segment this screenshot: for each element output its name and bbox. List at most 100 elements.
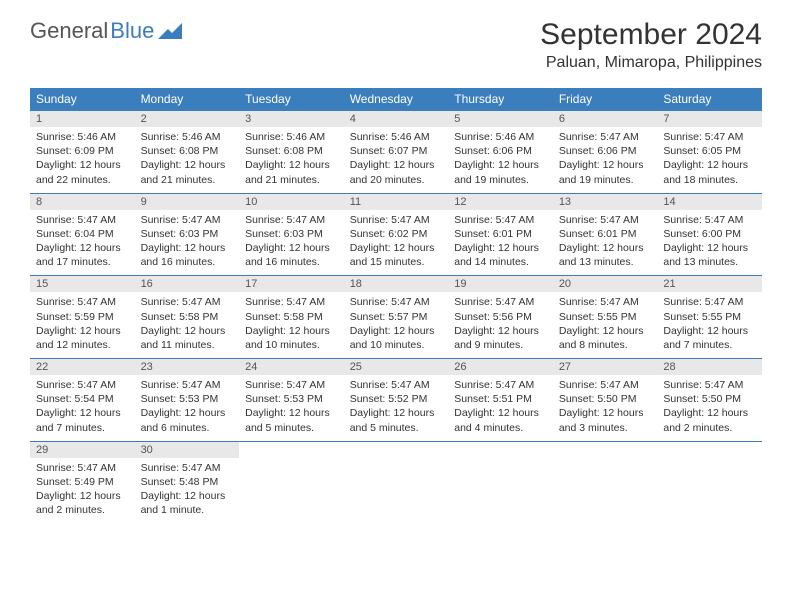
day-info: Sunrise: 5:47 AMSunset: 5:50 PMDaylight:… xyxy=(657,375,762,441)
sunrise-text: Sunrise: 5:47 AM xyxy=(36,461,129,475)
daylight-text-2: and 15 minutes. xyxy=(350,255,443,269)
weekday-header: Saturday xyxy=(657,88,762,111)
calendar-week-row: 8 Sunrise: 5:47 AM Sunset: 6:04 PM Daylight… xyxy=(30,193,762,276)
daylight-text-1: Daylight: 12 hours xyxy=(36,324,129,338)
daylight-text-1: Daylight: 12 hours xyxy=(36,489,129,503)
calendar-day-cell xyxy=(448,441,553,523)
calendar-week-row: 15Sunrise: 5:47 AMSunset: 5:59 PMDayligh… xyxy=(30,276,762,359)
day-number: 2 xyxy=(135,111,240,127)
sunset-text: Sunset: 6:08 PM xyxy=(245,144,338,158)
day-number: 17 xyxy=(239,276,344,292)
sunset-text: Sunset: 6:02 PM xyxy=(350,227,443,241)
calendar-day-cell: 7Sunrise: 5:47 AMSunset: 6:05 PMDaylight… xyxy=(657,111,762,194)
day-info: Sunrise: 5:47 AMSunset: 5:58 PMDaylight:… xyxy=(135,292,240,358)
daylight-text-2: and 3 minutes. xyxy=(559,421,652,435)
day-info xyxy=(657,458,762,522)
calendar-day-cell xyxy=(657,441,762,523)
calendar-day-cell: 19Sunrise: 5:47 AMSunset: 5:56 PMDayligh… xyxy=(448,276,553,359)
sunset-text: Sunset: 5:56 PM xyxy=(454,310,547,324)
logo-icon xyxy=(158,23,182,39)
daylight-text-1: Daylight: 12 hours xyxy=(245,324,338,338)
daylight-text-1: Daylight: 12 hours xyxy=(350,158,443,172)
day-number: 8 xyxy=(30,194,135,210)
day-info: Sunrise: 5:47 AMSunset: 5:58 PMDaylight:… xyxy=(239,292,344,358)
calendar-day-cell: 16Sunrise: 5:47 AMSunset: 5:58 PMDayligh… xyxy=(135,276,240,359)
daylight-text-2: and 11 minutes. xyxy=(141,338,234,352)
weekday-header: Wednesday xyxy=(344,88,449,111)
sunrise-text: Sunrise: 5:47 AM xyxy=(141,213,234,227)
sunrise-text: Sunrise: 5:47 AM xyxy=(141,461,234,475)
day-info: Sunrise: 5:47 AMSunset: 6:02 PMDaylight:… xyxy=(344,210,449,276)
day-number xyxy=(448,442,553,458)
daylight-text-1: Daylight: 12 hours xyxy=(559,158,652,172)
calendar-day-cell: 30Sunrise: 5:47 AMSunset: 5:48 PMDayligh… xyxy=(135,441,240,523)
day-info: Sunrise: 5:47 AMSunset: 6:06 PMDaylight:… xyxy=(553,127,658,193)
sunrise-text: Sunrise: 5:47 AM xyxy=(350,213,443,227)
sunset-text: Sunset: 5:49 PM xyxy=(36,475,129,489)
daylight-text-1: Daylight: 12 hours xyxy=(559,324,652,338)
sunrise-text: Sunrise: 5:47 AM xyxy=(350,378,443,392)
calendar-day-cell: 24Sunrise: 5:47 AMSunset: 5:53 PMDayligh… xyxy=(239,359,344,442)
daylight-text-2: and 13 minutes. xyxy=(663,255,756,269)
daylight-text-1: Daylight: 12 hours xyxy=(245,158,338,172)
calendar-day-cell xyxy=(553,441,658,523)
calendar-day-cell: 29Sunrise: 5:47 AMSunset: 5:49 PMDayligh… xyxy=(30,441,135,523)
sunset-text: Sunset: 6:09 PM xyxy=(36,144,129,158)
calendar-day-cell: 26Sunrise: 5:47 AMSunset: 5:51 PMDayligh… xyxy=(448,359,553,442)
sunset-text: Sunset: 5:50 PM xyxy=(663,392,756,406)
daylight-text-2: and 12 minutes. xyxy=(36,338,129,352)
daylight-text-1: Daylight: 12 hours xyxy=(141,489,234,503)
daylight-text-2: and 7 minutes. xyxy=(36,421,129,435)
day-number: 20 xyxy=(553,276,658,292)
daylight-text-1: Daylight: 12 hours xyxy=(245,406,338,420)
sunrise-text: Sunrise: 5:47 AM xyxy=(663,295,756,309)
sunset-text: Sunset: 5:50 PM xyxy=(559,392,652,406)
calendar-table: SundayMondayTuesdayWednesdayThursdayFrid… xyxy=(30,88,762,523)
daylight-text-1: Daylight: 12 hours xyxy=(454,158,547,172)
calendar-day-cell: 27Sunrise: 5:47 AMSunset: 5:50 PMDayligh… xyxy=(553,359,658,442)
day-info: Sunrise: 5:46 AMSunset: 6:09 PMDaylight:… xyxy=(30,127,135,193)
sunset-text: Sunset: 5:58 PM xyxy=(141,310,234,324)
day-info: Sunrise: 5:47 AMSunset: 5:52 PMDaylight:… xyxy=(344,375,449,441)
logo-text-1: General xyxy=(30,18,108,44)
sunrise-text: Sunrise: 5:47 AM xyxy=(454,213,547,227)
calendar-day-cell: 14Sunrise: 5:47 AMSunset: 6:00 PMDayligh… xyxy=(657,193,762,276)
daylight-text-1: Daylight: 12 hours xyxy=(454,406,547,420)
day-info xyxy=(344,458,449,522)
day-info: Sunrise: 5:47 AMSunset: 6:01 PMDaylight:… xyxy=(448,210,553,276)
sunset-text: Sunset: 6:06 PM xyxy=(454,144,547,158)
sunset-text: Sunset: 6:08 PM xyxy=(141,144,234,158)
daylight-text-2: and 21 minutes. xyxy=(141,173,234,187)
day-number: 9 xyxy=(135,194,240,210)
day-number: 18 xyxy=(344,276,449,292)
day-info: Sunrise: 5:47 AMSunset: 5:50 PMDaylight:… xyxy=(553,375,658,441)
day-info: Sunrise: 5:47 AMSunset: 5:55 PMDaylight:… xyxy=(553,292,658,358)
calendar-day-cell: 20Sunrise: 5:47 AMSunset: 5:55 PMDayligh… xyxy=(553,276,658,359)
day-number: 19 xyxy=(448,276,553,292)
sunrise-text: Sunrise: 5:47 AM xyxy=(36,295,129,309)
daylight-text-1: Daylight: 12 hours xyxy=(559,241,652,255)
daylight-text-2: and 14 minutes. xyxy=(454,255,547,269)
daylight-text-1: Daylight: 12 hours xyxy=(663,158,756,172)
daylight-text-1: Daylight: 12 hours xyxy=(663,406,756,420)
weekday-header: Tuesday xyxy=(239,88,344,111)
day-info: Sunrise: 5:47 AMSunset: 6:05 PMDaylight:… xyxy=(657,127,762,193)
daylight-text-2: and 9 minutes. xyxy=(454,338,547,352)
daylight-text-2: and 20 minutes. xyxy=(350,173,443,187)
calendar-day-cell: 21Sunrise: 5:47 AMSunset: 5:55 PMDayligh… xyxy=(657,276,762,359)
sunset-text: Sunset: 6:04 PM xyxy=(36,227,129,241)
day-info: Sunrise: 5:46 AMSunset: 6:06 PMDaylight:… xyxy=(448,127,553,193)
calendar-day-cell: 2Sunrise: 5:46 AMSunset: 6:08 PMDaylight… xyxy=(135,111,240,194)
sunrise-text: Sunrise: 5:46 AM xyxy=(36,130,129,144)
header: GeneralBlue September 2024 Paluan, Mimar… xyxy=(30,18,762,78)
daylight-text-2: and 8 minutes. xyxy=(559,338,652,352)
day-number: 12 xyxy=(448,194,553,210)
daylight-text-2: and 2 minutes. xyxy=(663,421,756,435)
sunset-text: Sunset: 5:55 PM xyxy=(663,310,756,324)
calendar-week-row: 22Sunrise: 5:47 AMSunset: 5:54 PMDayligh… xyxy=(30,359,762,442)
daylight-text-2: and 1 minute. xyxy=(141,503,234,517)
sunset-text: Sunset: 5:57 PM xyxy=(350,310,443,324)
location: Paluan, Mimaropa, Philippines xyxy=(540,54,762,72)
day-number: 27 xyxy=(553,359,658,375)
day-number: 16 xyxy=(135,276,240,292)
